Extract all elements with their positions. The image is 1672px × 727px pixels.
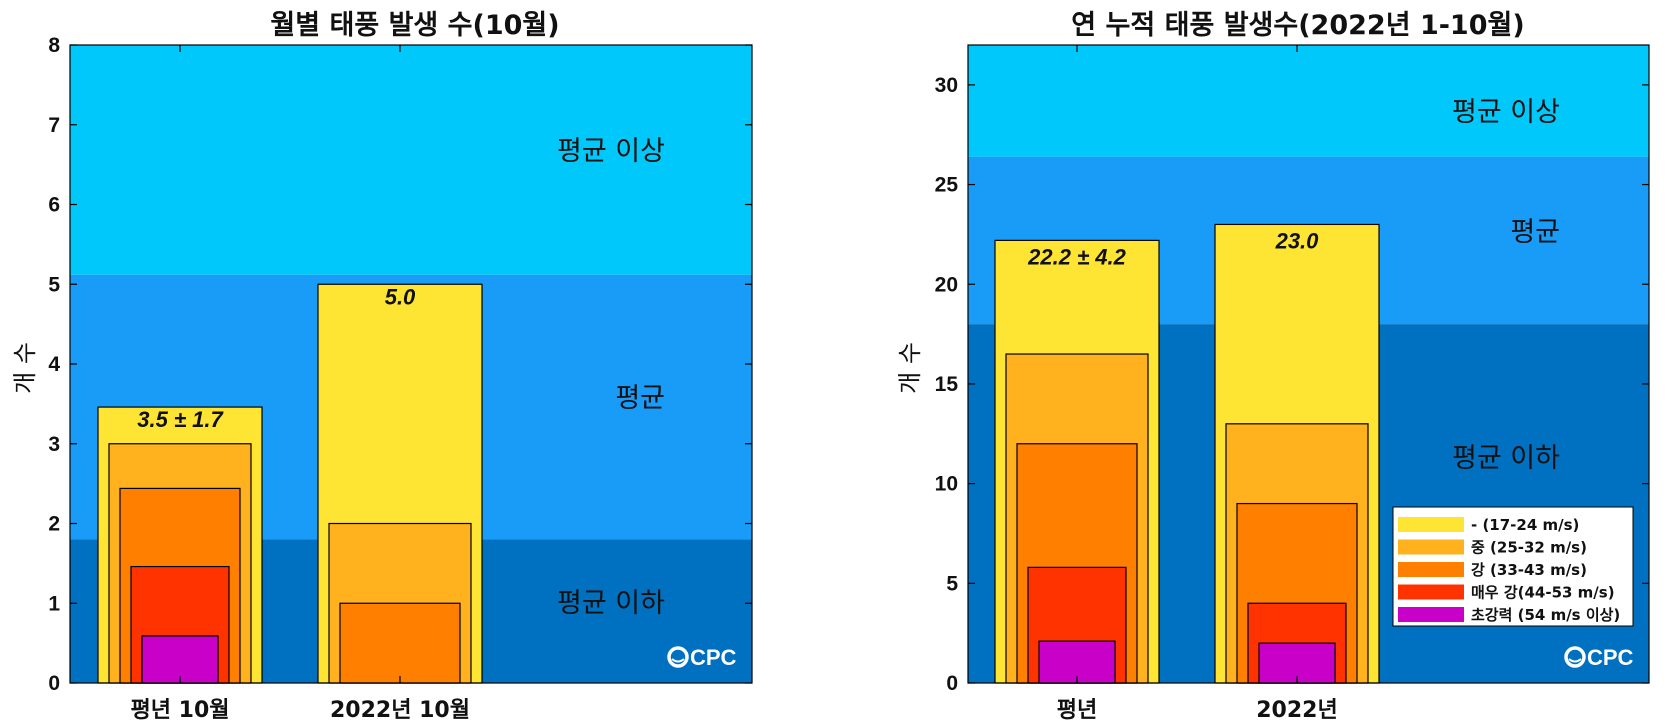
y-tick-label: 2	[48, 513, 60, 536]
zone-band	[968, 45, 1649, 157]
cumulative-typhoon-chart: 연 누적 태풍 발생수(2022년 1-10월) 개 수 22.2 ± 4.2 2…	[896, 10, 1650, 723]
data-label: 23.0	[1275, 228, 1320, 253]
data-label: 5.0	[385, 284, 416, 309]
y-tick-label: 20	[935, 273, 958, 296]
y-tick-label: 4	[48, 353, 60, 376]
chart-title: 연 누적 태풍 발생수(2022년 1-10월)	[1071, 10, 1524, 41]
y-tick-label: 15	[935, 373, 959, 396]
legend-swatch	[1398, 539, 1464, 555]
data-label: 3.5 ± 1.7	[137, 407, 224, 432]
y-tick-label: 6	[48, 194, 60, 217]
y-tick-label: 10	[935, 473, 958, 496]
y-tick-label: 25	[935, 174, 959, 197]
legend-swatch	[1398, 584, 1464, 600]
logo-text: CPC	[1587, 645, 1634, 670]
data-label: 22.2 ± 4.2	[1027, 244, 1126, 269]
bar-group: 3.5 ± 1.7	[97, 406, 263, 684]
legend-swatch	[1398, 607, 1464, 622]
legend-label: 초강력 (54 m/s 이상)	[1471, 606, 1620, 624]
zone-band	[70, 45, 752, 275]
plot-frame	[967, 44, 1650, 684]
zone-label: 평균	[615, 383, 665, 414]
y-tick-label: 7	[48, 114, 60, 137]
y-tick-label: 8	[48, 34, 60, 57]
bar-group: 23.0	[1214, 223, 1380, 684]
chart-title: 월별 태풍 발생 수(10월)	[270, 10, 559, 41]
y-axis-label: 개 수	[11, 342, 39, 394]
y-tick-label: 0	[48, 672, 60, 695]
legend-label: 매우 강(44-53 m/s)	[1471, 584, 1615, 602]
cpc-logo: CPC	[667, 645, 737, 670]
legend-label: - (17-24 m/s)	[1471, 516, 1579, 534]
y-tick-label: 1	[48, 592, 60, 615]
bar-strong	[339, 602, 461, 684]
x-tick-label: 평년 10월	[131, 698, 230, 723]
y-tick-label: 30	[935, 74, 958, 97]
zone-label: 평균 이하	[1452, 443, 1560, 474]
x-tick-label: 2022년 10월	[330, 698, 470, 723]
zone-label: 평균	[1510, 217, 1560, 248]
zone-label: 평균 이하	[557, 588, 665, 619]
logo-wave-icon	[1568, 658, 1582, 663]
y-tick-label: 5	[48, 273, 60, 296]
bar-group: 5.0	[317, 283, 483, 684]
legend-swatch	[1398, 517, 1464, 532]
y-tick-label: 3	[48, 433, 60, 456]
logo-wave-icon	[671, 658, 685, 663]
y-axis-label: 개 수	[896, 342, 924, 394]
zone-label: 평균 이상	[557, 136, 665, 167]
y-tick-label: 0	[946, 672, 958, 695]
legend-label: 강 (33-43 m/s)	[1471, 561, 1587, 579]
zone-label: 평균 이상	[1452, 97, 1560, 128]
legend-label: 중 (25-32 m/s)	[1471, 539, 1587, 557]
logo-text: CPC	[690, 645, 737, 670]
x-tick-label: 평년	[1057, 698, 1097, 723]
legend-swatch	[1398, 562, 1464, 577]
legend: - (17-24 m/s) 중 (25-32 m/s) 강 (33-43 m/s) 매…	[1392, 506, 1634, 627]
x-tick-label: 2022년	[1256, 698, 1337, 723]
logo-mark-icon	[667, 646, 689, 668]
cpc-logo: CPC	[1564, 645, 1634, 670]
bar-group: 22.2 ± 4.2	[994, 239, 1160, 684]
y-tick-label: 5	[946, 572, 958, 595]
monthly-typhoon-chart: 월별 태풍 발생 수(10월) 개 수 3.5 ± 1.75.0평균 이하평균평…	[11, 10, 753, 723]
bar-super	[141, 635, 219, 684]
logo-mark-icon	[1564, 646, 1586, 668]
